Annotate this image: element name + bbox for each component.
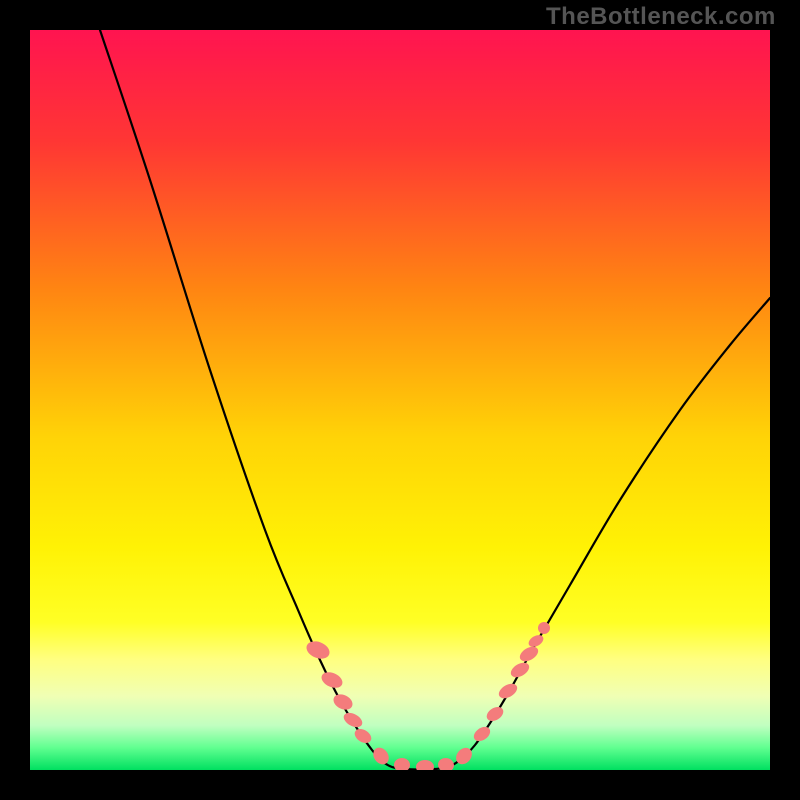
frame-bottom xyxy=(0,770,800,800)
chart-svg xyxy=(30,30,770,770)
frame-right xyxy=(770,0,800,800)
frame-left xyxy=(0,0,30,800)
gradient-background xyxy=(30,30,770,770)
watermark-text: TheBottleneck.com xyxy=(546,3,776,31)
marker-point xyxy=(538,622,550,634)
plot-area xyxy=(30,30,770,770)
